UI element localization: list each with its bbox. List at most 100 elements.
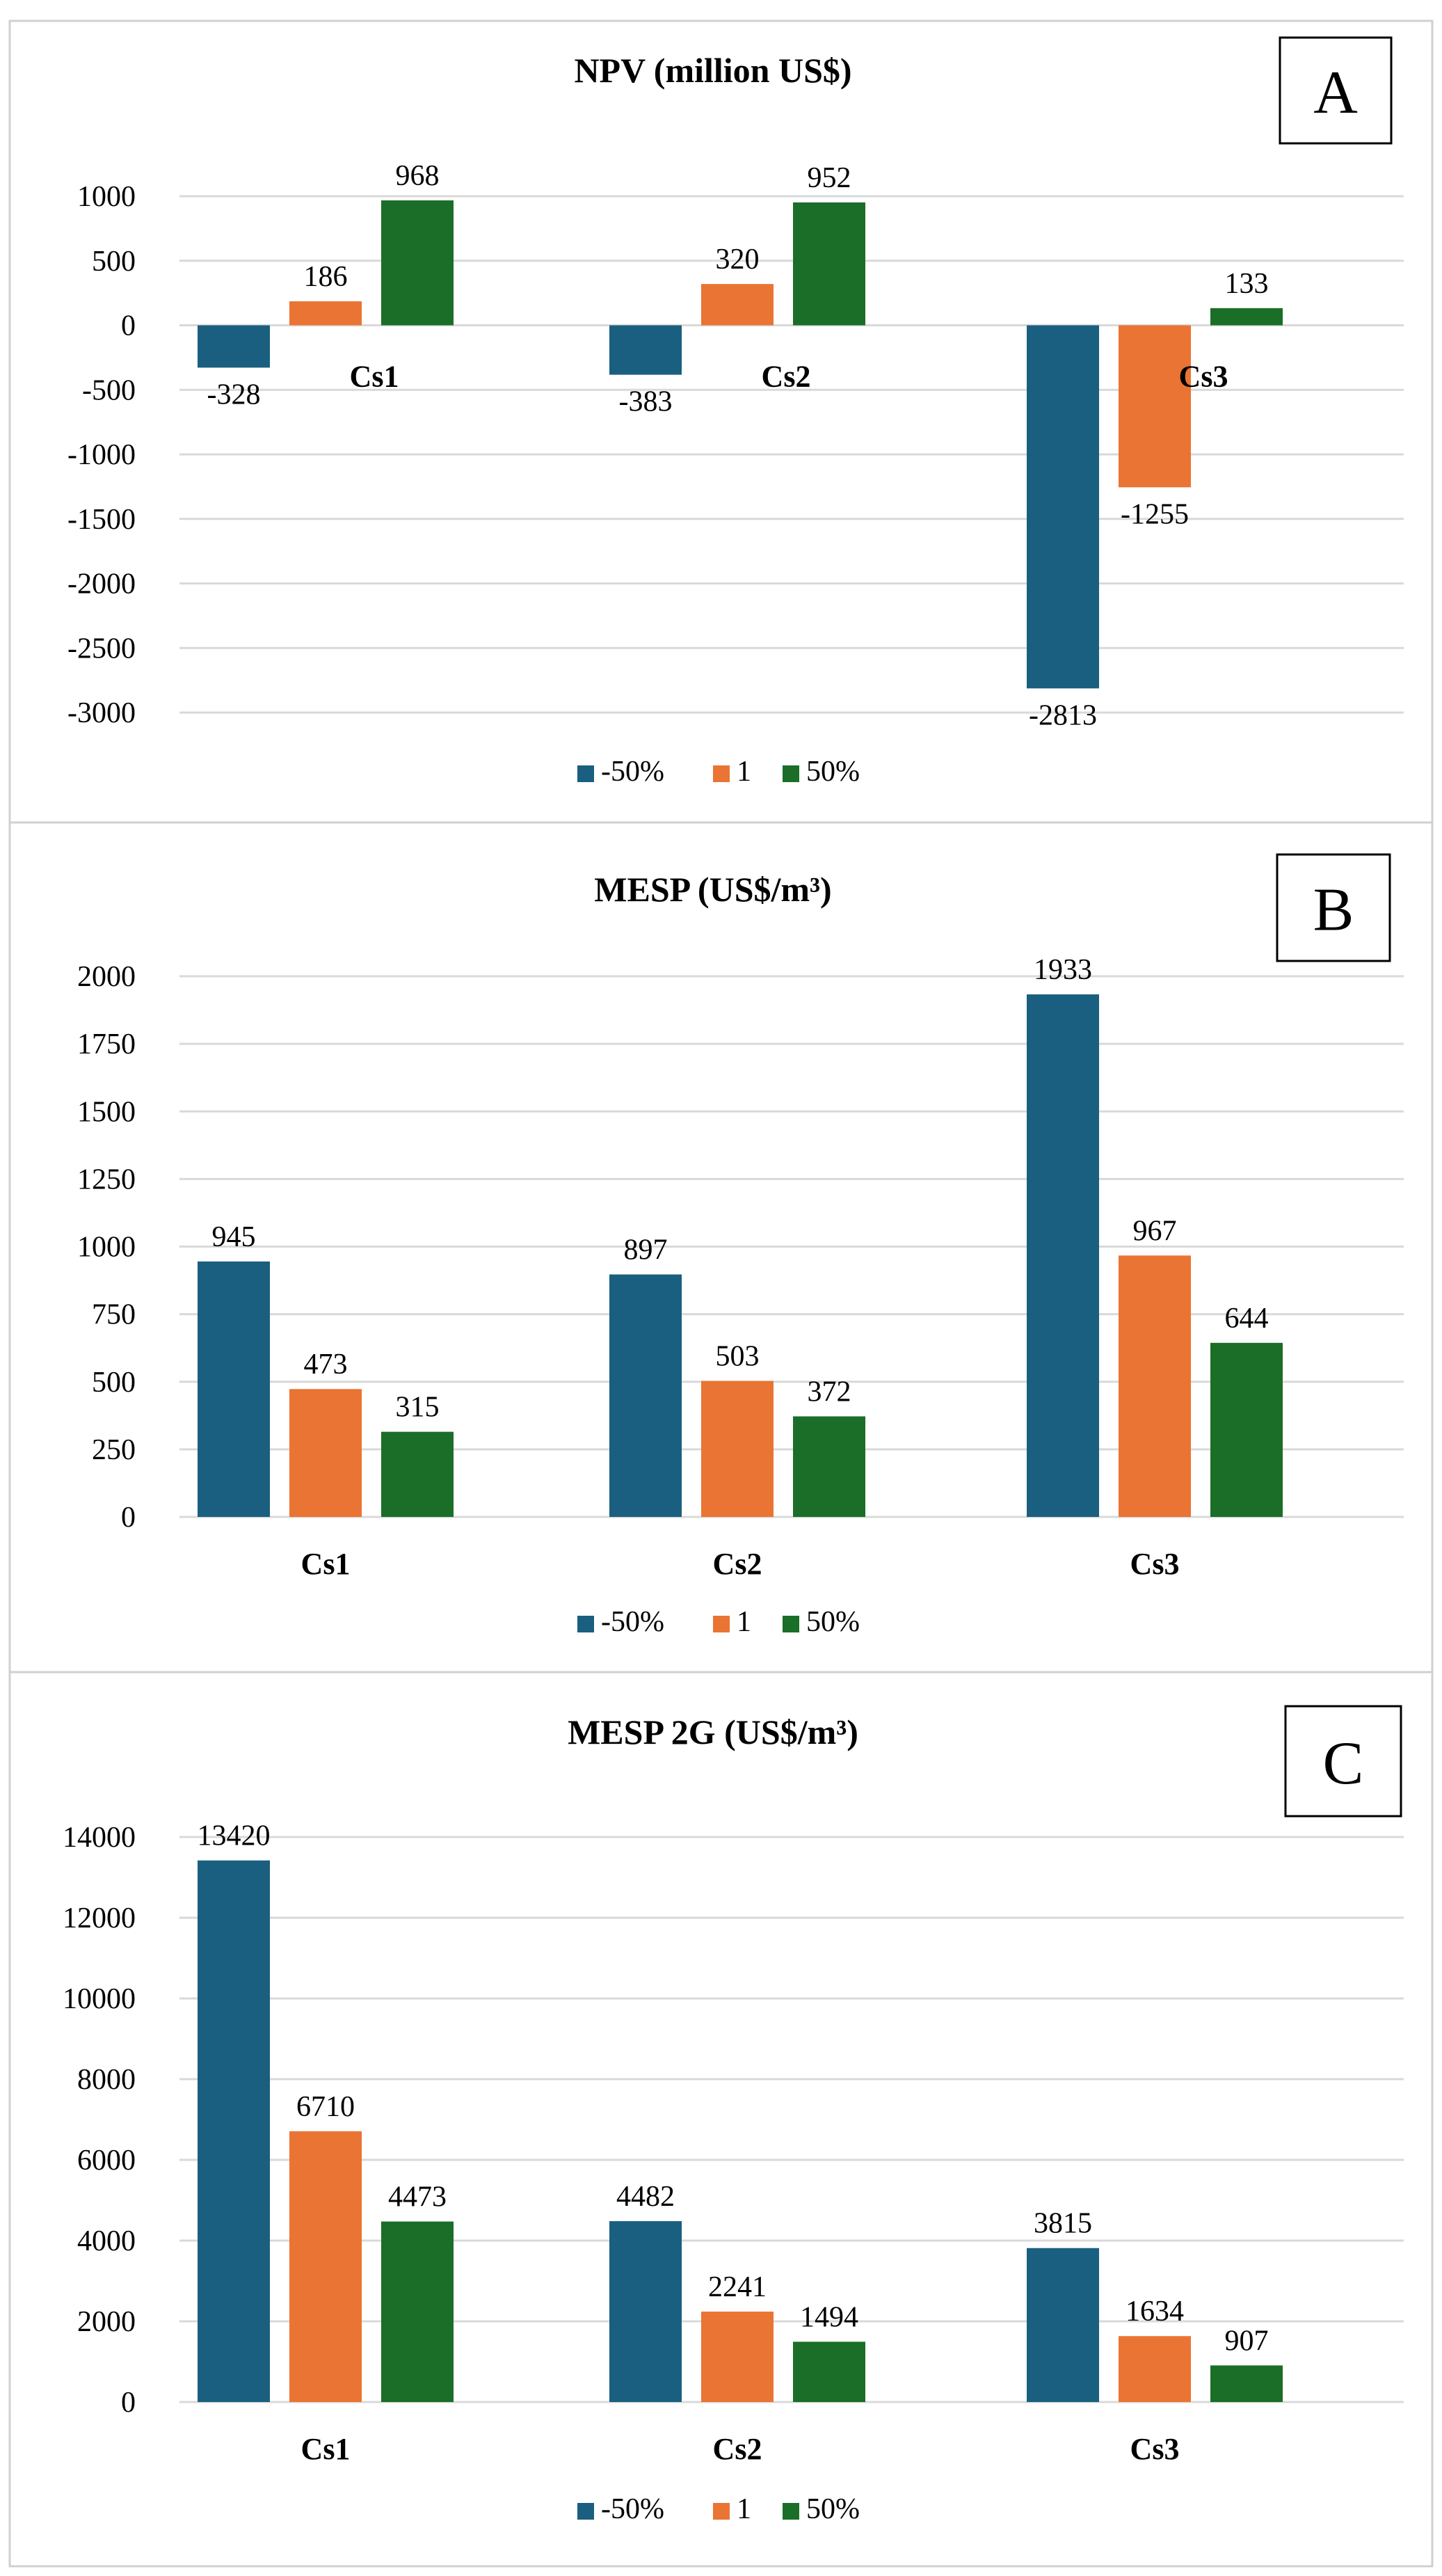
panel-letter: A <box>1313 59 1358 127</box>
data-label: 133 <box>1225 268 1269 300</box>
bar-neg50pct-cs3 <box>1027 994 1099 1517</box>
bar-1-cs2 <box>701 284 774 326</box>
data-label: -328 <box>207 379 261 411</box>
bar-50pct-cs1 <box>381 2221 454 2402</box>
data-label: 6710 <box>296 2091 355 2123</box>
data-label: 945 <box>212 1221 256 1253</box>
data-label: 186 <box>304 261 348 293</box>
legend-swatch <box>577 765 594 782</box>
y-tick-label: 4000 <box>77 2225 136 2257</box>
data-label: 967 <box>1133 1215 1177 1247</box>
y-tick-label: 10000 <box>63 1983 136 2015</box>
category-label: Cs2 <box>713 1547 762 1581</box>
legend-label: -50% <box>601 1606 664 1638</box>
bar-neg50pct-cs1 <box>198 325 270 368</box>
bar-1-cs3 <box>1119 2336 1191 2402</box>
bar-50pct-cs3 <box>1210 2365 1283 2402</box>
bar-50pct-cs1 <box>381 1431 454 1517</box>
bar-50pct-cs3 <box>1210 308 1283 326</box>
legend-label: -50% <box>601 2493 664 2525</box>
bar-50pct-cs2 <box>793 1416 865 1517</box>
data-label: 473 <box>304 1349 348 1381</box>
data-label: 13420 <box>198 1820 271 1852</box>
data-label: 1933 <box>1034 954 1092 986</box>
y-tick-label: 250 <box>92 1434 136 1466</box>
category-label: Cs3 <box>1130 2432 1180 2466</box>
legend-label: 1 <box>737 2493 751 2525</box>
y-tick-label: 14000 <box>63 1822 136 1854</box>
bar-neg50pct-cs2 <box>609 2221 682 2402</box>
legend-label: 50% <box>806 2493 860 2525</box>
bar-1-cs2 <box>701 1381 774 1517</box>
chart-title: MESP (US$/m³) <box>594 870 831 909</box>
category-label: Cs1 <box>301 1547 351 1581</box>
y-tick-label: 12000 <box>63 1902 136 1934</box>
category-label: Cs3 <box>1179 360 1228 394</box>
data-label: 952 <box>808 162 851 194</box>
legend-swatch <box>577 2503 594 2520</box>
panel-letter-box <box>1279 36 1393 145</box>
bar-1-cs2 <box>701 2312 774 2402</box>
y-tick-label: 1000 <box>77 181 136 213</box>
legend-swatch <box>783 1616 799 1632</box>
category-label: Cs1 <box>301 2432 351 2466</box>
bar-neg50pct-cs3 <box>1027 2248 1099 2402</box>
legend-label: 1 <box>737 756 751 788</box>
y-tick-label: 1500 <box>77 1096 136 1128</box>
y-tick-label: 2000 <box>77 961 136 993</box>
legend-swatch <box>783 2503 799 2520</box>
y-tick-label: 750 <box>92 1299 136 1331</box>
legend-label: 50% <box>806 756 860 788</box>
y-tick-label: 0 <box>121 310 136 342</box>
data-label: 3815 <box>1034 2208 1092 2240</box>
data-label: 907 <box>1225 2325 1269 2357</box>
legend-swatch <box>713 2503 730 2520</box>
panel-letter-box <box>1284 1705 1402 1818</box>
y-tick-label: 0 <box>121 1502 136 1534</box>
y-tick-label: -500 <box>82 374 136 406</box>
bar-1-cs3 <box>1119 1255 1191 1517</box>
category-label: Cs1 <box>350 360 399 394</box>
data-label: 1634 <box>1125 2296 1184 2328</box>
legend-swatch <box>713 1616 730 1632</box>
data-label: 1494 <box>800 2301 858 2333</box>
y-tick-label: 500 <box>92 246 136 278</box>
legend-label: 50% <box>806 1606 860 1638</box>
data-label: -383 <box>619 386 673 418</box>
data-label: 4482 <box>616 2181 675 2213</box>
data-label: 320 <box>716 244 760 276</box>
data-label: 968 <box>396 160 440 192</box>
category-label: Cs2 <box>713 2432 762 2466</box>
bar-50pct-cs3 <box>1210 1342 1283 1517</box>
y-tick-label: -3000 <box>67 697 136 729</box>
y-tick-label: 1750 <box>77 1028 136 1060</box>
legend-swatch <box>713 765 730 782</box>
y-tick-label: 8000 <box>77 2064 136 2096</box>
y-tick-label: -1000 <box>67 439 136 471</box>
data-label: 2241 <box>708 2271 767 2303</box>
panel-border <box>8 19 1434 824</box>
data-label: 315 <box>396 1392 440 1424</box>
bar-1-cs1 <box>289 301 362 326</box>
bar-50pct-cs2 <box>793 202 865 326</box>
legend-label: 1 <box>737 1606 751 1638</box>
data-label: 644 <box>1225 1303 1269 1335</box>
y-tick-label: -1500 <box>67 504 136 536</box>
y-tick-label: 6000 <box>77 2145 136 2177</box>
bar-neg50pct-cs1 <box>198 1261 270 1517</box>
chart-title: MESP 2G (US$/m³) <box>568 1712 858 1751</box>
bar-50pct-cs1 <box>381 200 454 326</box>
bar-1-cs1 <box>289 2131 362 2402</box>
bar-1-cs3 <box>1119 325 1191 488</box>
bar-neg50pct-cs1 <box>198 1860 270 2402</box>
chart-title: NPV (million US$) <box>574 51 851 90</box>
legend-swatch <box>577 1616 594 1632</box>
data-label: 897 <box>624 1234 668 1266</box>
bar-neg50pct-cs2 <box>609 1274 682 1517</box>
data-label: -1255 <box>1121 498 1189 530</box>
data-label: 4473 <box>388 2181 447 2213</box>
data-label: 372 <box>808 1376 851 1408</box>
y-tick-label: 1000 <box>77 1232 136 1264</box>
data-label: -2813 <box>1029 699 1097 731</box>
